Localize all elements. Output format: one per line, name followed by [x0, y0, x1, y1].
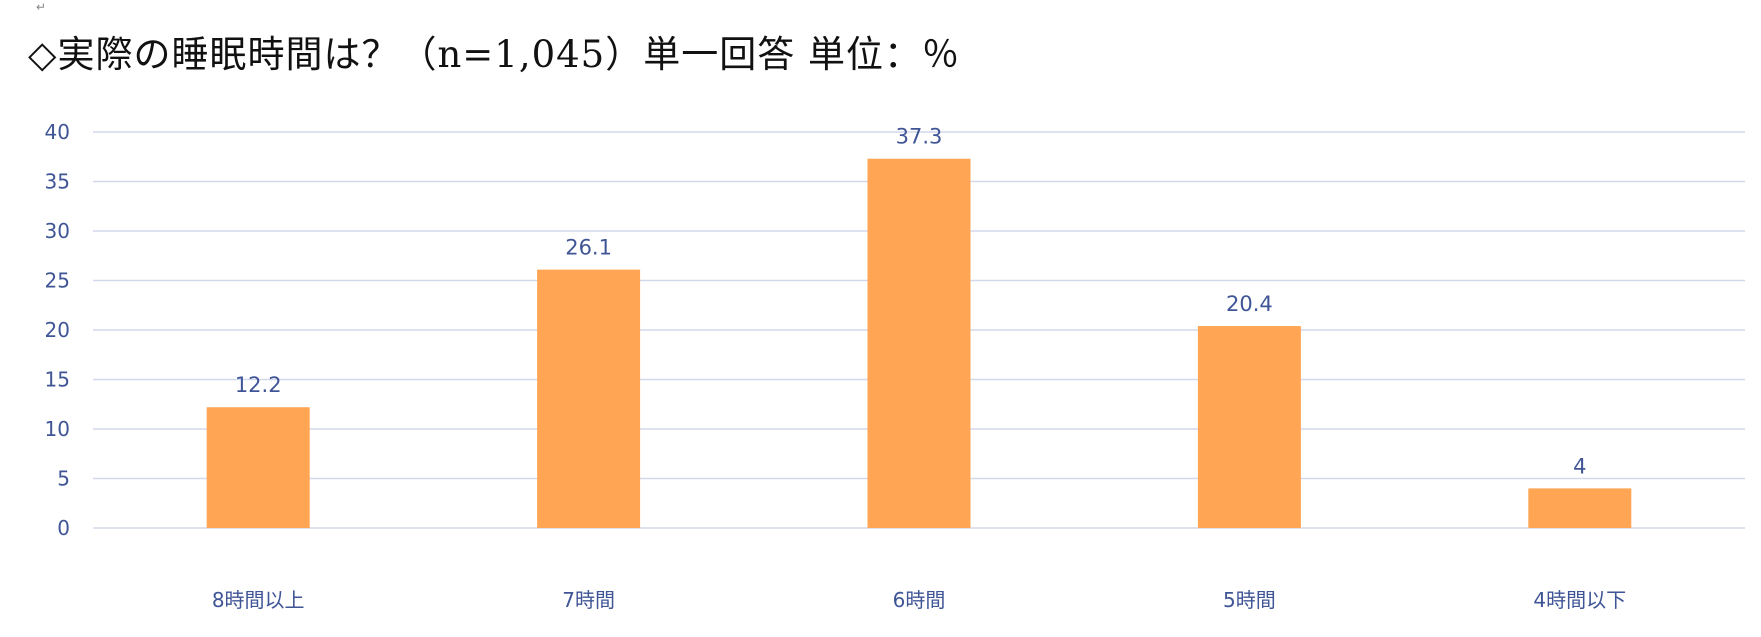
y-tick-label: 40	[45, 120, 70, 144]
data-labels: 12.2 26.1 37.3 20.4 4	[235, 125, 1587, 479]
x-tick-label: 7時間	[562, 588, 615, 612]
y-tick-label: 10	[45, 417, 70, 441]
data-label: 37.3	[896, 125, 943, 149]
x-axis-ticks: 8時間以上 7時間 6時間 5時間 4時間以下	[212, 588, 1626, 612]
chart-title: ◇実際の睡眠時間は？（n=1,045）単一回答 単位：％	[28, 33, 960, 76]
y-tick-label: 15	[45, 368, 70, 392]
y-tick-label: 0	[57, 516, 70, 540]
x-tick-label: 5時間	[1223, 588, 1276, 612]
bars	[206, 158, 1632, 529]
y-tick-label: 5	[57, 467, 70, 491]
bar	[206, 407, 310, 528]
y-axis-ticks: 0 5 10 15 20 25 30 35 40	[45, 120, 70, 540]
y-tick-label: 35	[45, 170, 70, 194]
data-label: 4	[1573, 454, 1586, 478]
data-label: 26.1	[565, 236, 612, 260]
x-tick-label: 8時間以上	[212, 588, 305, 612]
bar	[867, 158, 971, 529]
paragraph-mark: ↵	[36, 0, 47, 14]
bar	[1528, 488, 1632, 528]
data-label: 12.2	[235, 373, 282, 397]
data-label: 20.4	[1226, 292, 1273, 316]
x-tick-label: 6時間	[893, 588, 946, 612]
y-tick-label: 30	[45, 219, 70, 243]
y-tick-label: 25	[45, 269, 70, 293]
bar	[1197, 326, 1301, 528]
x-tick-label: 4時間以下	[1533, 588, 1626, 612]
bar	[537, 269, 641, 528]
y-tick-label: 20	[45, 318, 70, 342]
